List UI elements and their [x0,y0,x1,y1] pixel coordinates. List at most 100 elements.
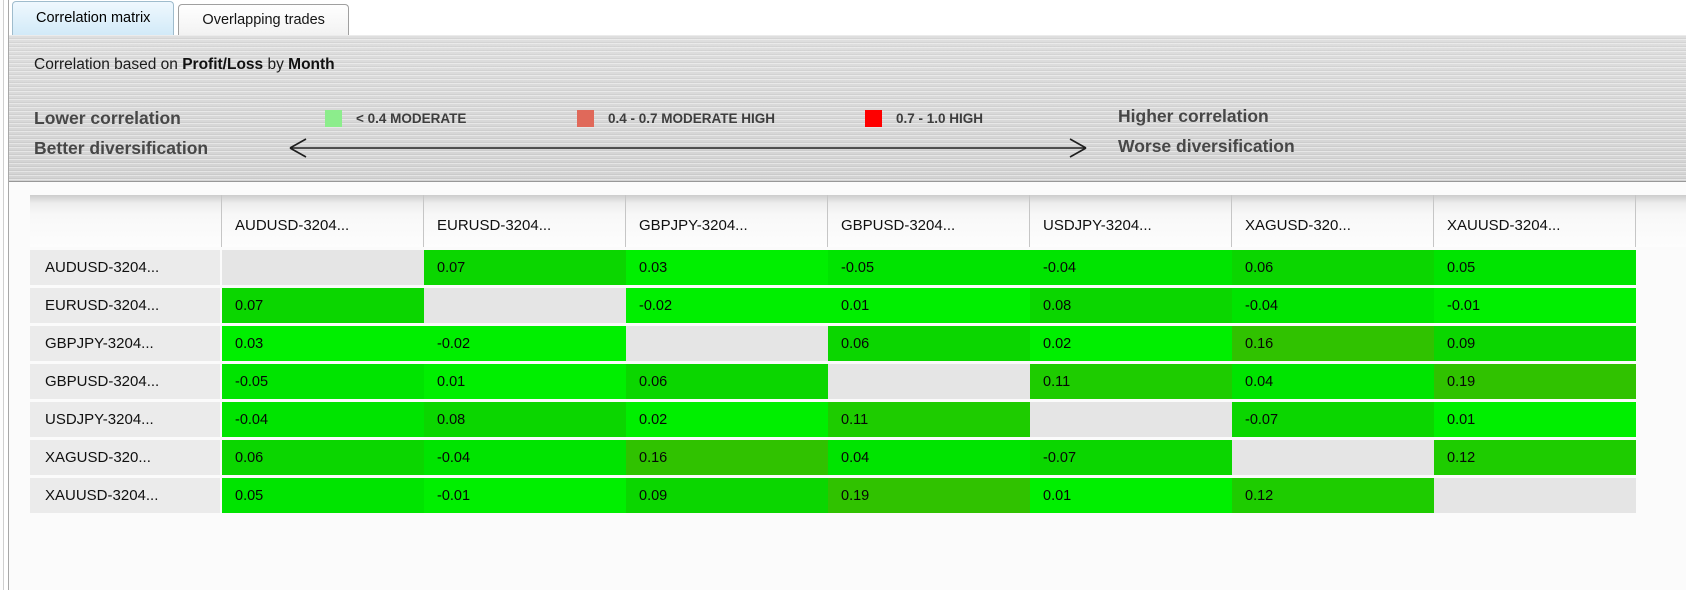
matrix-cell: 0.01 [424,364,626,399]
matrix-row: XAUUSD-3204... 0.05 -0.01 0.09 0.19 0.01 0.12 [30,478,1686,513]
correlation-direction-arrow-icon [289,138,1087,158]
matrix-cell: 0.06 [1232,250,1434,285]
matrix-cell: 0.01 [1030,478,1232,513]
matrix-cell: -0.07 [1030,440,1232,475]
matrix-cell-diagonal [424,288,626,323]
matrix-row: XAGUSD-320... 0.06 -0.04 0.16 0.04 -0.07 0.12 [30,440,1686,475]
matrix-cell: 0.16 [1232,326,1434,361]
matrix-cell: -0.04 [424,440,626,475]
column-header: AUDUSD-3204... [222,195,424,247]
column-header: XAUUSD-3204... [1434,195,1636,247]
correlation-matrix-table: AUDUSD-3204... EURUSD-3204... GBPJPY-3204.… [30,195,1686,513]
legend-item-moderate: < 0.4 MODERATE [325,110,466,127]
correlation-matrix-panel: AUDUSD-3204... EURUSD-3204... GBPJPY-3204.… [9,182,1686,590]
high-label: 0.7 - 1.0 HIGH [896,111,984,126]
subtitle-metric: Profit/Loss [182,56,264,73]
column-header: USDJPY-3204... [1030,195,1232,247]
tab-bar: Correlation matrix Overlapping trades [9,0,1686,35]
panel-left-splitter [0,0,9,590]
legend-left-label: Lower correlation Better diversification [34,103,208,163]
matrix-row: GBPJPY-3204... 0.03 -0.02 0.06 0.02 0.16 0.09 [30,326,1686,361]
column-header: XAGUSD-320... [1232,195,1434,247]
matrix-cell: 0.05 [222,478,424,513]
row-header: GBPUSD-3204... [30,364,220,399]
better-diversification-label: Better diversification [34,138,209,158]
matrix-cell: 0.08 [1030,288,1232,323]
matrix-cell: 0.02 [1030,326,1232,361]
matrix-cell: -0.02 [626,288,828,323]
matrix-cell: 0.07 [424,250,626,285]
matrix-cell-diagonal [222,250,424,285]
matrix-cell: -0.07 [1232,402,1434,437]
subtitle-prefix: Correlation based on [34,56,183,73]
worse-diversification-label: Worse diversification [1118,136,1295,156]
matrix-cell: -0.01 [1434,288,1636,323]
matrix-cell: 0.19 [828,478,1030,513]
matrix-cell: 0.06 [828,326,1030,361]
higher-correlation-label: Higher correlation [1118,106,1269,126]
header-banner: Correlation based on Profit/Loss by Mont… [9,35,1686,182]
subtitle-connector: by [263,56,289,73]
matrix-row: EURUSD-3204... 0.07 -0.02 0.01 0.08 -0.04 -0.0… [30,288,1686,323]
matrix-cell: 0.01 [1434,402,1636,437]
moderate-label: < 0.4 MODERATE [356,111,467,126]
matrix-cell: 0.05 [1434,250,1636,285]
matrix-header-row: AUDUSD-3204... EURUSD-3204... GBPJPY-3204.… [30,195,1686,247]
column-header: GBPUSD-3204... [828,195,1030,247]
matrix-cell: 0.03 [222,326,424,361]
matrix-cell: 0.02 [626,402,828,437]
tab-correlation-matrix[interactable]: Correlation matrix [12,1,175,35]
column-header: GBPJPY-3204... [626,195,828,247]
tab-overlapping-trades[interactable]: Overlapping trades [178,4,349,35]
row-header: XAUUSD-3204... [30,478,220,513]
row-header: GBPJPY-3204... [30,326,220,361]
subtitle-period: Month [288,56,335,73]
matrix-row: USDJPY-3204... -0.04 0.08 0.02 0.11 -0.07 0.01 [30,402,1686,437]
matrix-cell: -0.04 [1030,250,1232,285]
legend-right-label: Higher correlation Worse diversification [1118,101,1295,161]
matrix-cell: 0.12 [1434,440,1636,475]
moderate-high-label: 0.4 - 0.7 MODERATE HIGH [608,111,776,126]
matrix-cell-diagonal [626,326,828,361]
row-header: AUDUSD-3204... [30,250,220,285]
matrix-cell: 0.04 [1232,364,1434,399]
matrix-cell: -0.02 [424,326,626,361]
matrix-cell: 0.12 [1232,478,1434,513]
matrix-cell: 0.08 [424,402,626,437]
moderate-color-swatch [325,110,342,127]
matrix-cell: 0.04 [828,440,1030,475]
column-header: EURUSD-3204... [424,195,626,247]
matrix-cell-diagonal [1030,402,1232,437]
matrix-cell: 0.11 [828,402,1030,437]
matrix-cell: -0.05 [828,250,1030,285]
matrix-row: AUDUSD-3204... 0.07 0.03 -0.05 -0.04 0.06 0.05 [30,250,1686,285]
matrix-cell-diagonal [1434,478,1636,513]
matrix-cell: 0.03 [626,250,828,285]
matrix-row: GBPUSD-3204... -0.05 0.01 0.06 0.11 0.04 0.19 [30,364,1686,399]
matrix-cell: -0.04 [222,402,424,437]
matrix-cell: 0.11 [1030,364,1232,399]
matrix-cell: -0.01 [424,478,626,513]
correlation-subtitle: Correlation based on Profit/Loss by Mont… [34,56,335,74]
matrix-cell: 0.09 [626,478,828,513]
matrix-cell: 0.06 [222,440,424,475]
matrix-cell: 0.16 [626,440,828,475]
matrix-cell-diagonal [828,364,1030,399]
high-color-swatch [865,110,882,127]
row-header: USDJPY-3204... [30,402,220,437]
matrix-cell: 0.01 [828,288,1030,323]
matrix-cell: -0.04 [1232,288,1434,323]
matrix-cell: 0.06 [626,364,828,399]
row-header: EURUSD-3204... [30,288,220,323]
matrix-cell: 0.09 [1434,326,1636,361]
matrix-cell-diagonal [1232,440,1434,475]
matrix-corner-cell [30,195,222,247]
legend-item-high: 0.7 - 1.0 HIGH [865,110,983,127]
matrix-cell: 0.07 [222,288,424,323]
matrix-cell: 0.19 [1434,364,1636,399]
moderate-high-color-swatch [577,110,594,127]
header-filler-cell [1636,195,1686,247]
row-header: XAGUSD-320... [30,440,220,475]
matrix-cell: -0.05 [222,364,424,399]
legend-item-moderate-high: 0.4 - 0.7 MODERATE HIGH [577,110,775,127]
